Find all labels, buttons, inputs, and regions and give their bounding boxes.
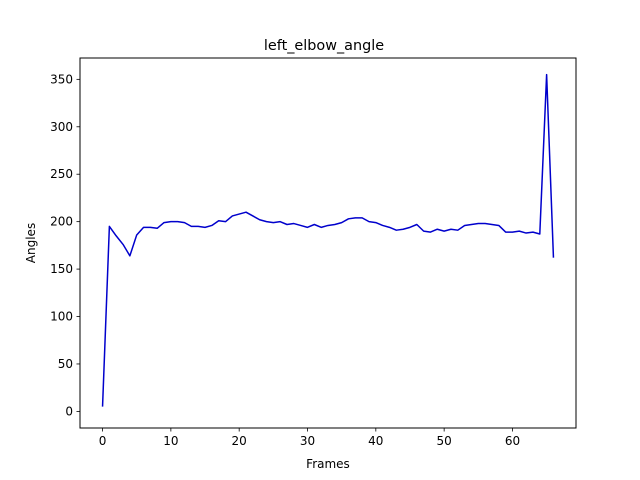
x-tick-label: 0 (99, 434, 107, 448)
y-tick-label: 50 (58, 357, 73, 371)
x-tick-label: 50 (437, 434, 452, 448)
series-group (101, 73, 555, 407)
y-tick-label: 150 (50, 262, 73, 276)
y-tick-label: 250 (50, 167, 73, 181)
x-tick-label: 40 (368, 434, 383, 448)
y-tick-label: 100 (50, 310, 73, 324)
x-tick-label: 30 (300, 434, 315, 448)
plot-area-frame (79, 57, 577, 429)
series-line-left_elbow_angle (101, 73, 555, 407)
x-tick-label: 60 (505, 434, 520, 448)
y-axis-ticks: 0 50 100 150 200 250 300 350 (50, 72, 80, 418)
x-tick-label: 10 (163, 434, 178, 448)
chart-title: left_elbow_angle (264, 38, 384, 54)
y-axis-label: Angles (24, 223, 38, 263)
y-tick-label: 0 (65, 404, 73, 418)
y-tick-label: 300 (50, 120, 73, 134)
x-tick-label: 20 (232, 434, 247, 448)
y-tick-label: 200 (50, 215, 73, 229)
y-tick-label: 350 (50, 72, 73, 86)
x-axis-label: Frames (306, 457, 350, 471)
x-axis-ticks: 0 10 20 30 40 50 60 (99, 428, 520, 448)
